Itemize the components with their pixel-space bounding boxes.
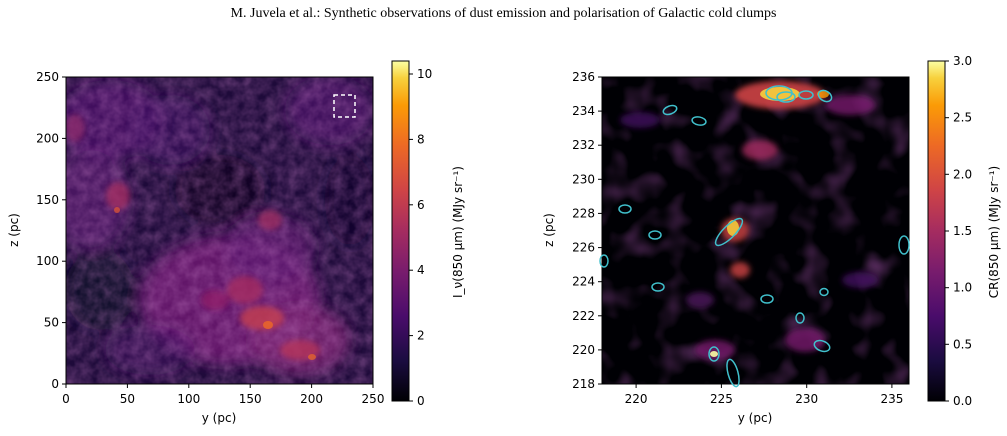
right-y-tick: 226 <box>572 241 595 255</box>
left-map <box>65 76 374 385</box>
right-colorbar-tick: 0.0 <box>953 394 972 408</box>
right-y-tick: 222 <box>572 309 595 323</box>
clump-ellipse <box>618 204 632 214</box>
clump-ellipse <box>708 346 720 362</box>
clump-ellipse <box>898 235 910 255</box>
right-y-tick: 228 <box>572 206 595 220</box>
right-y-tick: 224 <box>572 275 595 289</box>
clump-ellipse <box>648 230 662 240</box>
zoom-region-box <box>333 94 356 118</box>
right-map <box>601 76 910 385</box>
left-colorbar-tick: 0 <box>417 394 425 408</box>
clump-ellipse <box>760 294 774 304</box>
clump-ellipse <box>662 104 678 116</box>
right-y-tick: 230 <box>572 172 595 186</box>
running-title: M. Juvela et al.: Synthetic observations… <box>230 6 777 21</box>
left-y-axis <box>62 76 66 385</box>
right-y-tick: 236 <box>572 70 595 84</box>
right-x-tick: 230 <box>795 392 818 406</box>
clump-ellipse <box>691 116 707 126</box>
left-y-label: z (pc) <box>7 213 21 247</box>
right-colorbar-tick: 1.5 <box>953 224 972 238</box>
left-colorbar <box>391 60 413 402</box>
right-y-tick: 234 <box>572 104 595 118</box>
left-x-axis <box>65 384 374 388</box>
left-colorbar-tick: 8 <box>417 132 425 146</box>
right-colorbar-label: CR(850 μm) (MJy sr⁻¹) <box>987 166 1001 298</box>
right-y-tick: 232 <box>572 138 595 152</box>
left-x-tick: 100 <box>177 392 200 406</box>
right-y-axis <box>598 76 602 385</box>
left-colorbar-tick: 4 <box>417 263 425 277</box>
clump-ellipse <box>817 89 833 103</box>
right-colorbar <box>927 60 949 402</box>
right-colorbar-tick: 2.5 <box>953 111 972 125</box>
right-x-label: y (pc) <box>738 411 773 425</box>
right-colorbar-tick: 3.0 <box>953 54 972 68</box>
right-x-tick: 235 <box>880 392 903 406</box>
left-x-tick: 0 <box>62 392 70 406</box>
clump-ellipse <box>714 217 744 247</box>
right-x-axis <box>635 384 893 388</box>
right-y-label: z (pc) <box>542 213 556 247</box>
left-x-tick: 250 <box>362 392 385 406</box>
clump-ellipse <box>813 339 831 353</box>
right-x-tick: 225 <box>710 392 733 406</box>
right-colorbar-tick: 2.0 <box>953 167 972 181</box>
right-y-tick: 218 <box>572 377 595 391</box>
clump-ellipse <box>726 358 740 388</box>
clump-ellipse <box>651 282 665 292</box>
left-x-tick: 200 <box>300 392 323 406</box>
left-y-tick: 200 <box>36 131 59 145</box>
left-x-label: y (pc) <box>202 411 237 425</box>
left-colorbar-tick: 6 <box>417 198 425 212</box>
clump-ellipse <box>599 254 609 268</box>
right-x-tick: 220 <box>625 392 648 406</box>
clump-ellipse <box>776 91 796 103</box>
clump-ellipse <box>798 90 814 100</box>
left-colorbar-label: I_ν(850 μm) (MJy sr⁻¹) <box>451 166 465 298</box>
clump-ellipses <box>599 85 910 388</box>
left-y-tick: 250 <box>36 70 59 84</box>
left-colorbar-tick: 10 <box>417 67 432 81</box>
left-y-tick: 100 <box>36 254 59 268</box>
left-y-tick: 0 <box>51 377 59 391</box>
right-colorbar-tick: 0.5 <box>953 337 972 351</box>
right-y-tick: 220 <box>572 343 595 357</box>
left-y-tick: 50 <box>44 316 59 330</box>
left-x-tick: 150 <box>239 392 262 406</box>
left-y-tick: 150 <box>36 193 59 207</box>
left-x-tick: 50 <box>120 392 135 406</box>
clump-ellipse <box>795 312 805 324</box>
left-colorbar-tick: 2 <box>417 329 425 343</box>
right-colorbar-tick: 1.0 <box>953 281 972 295</box>
clump-ellipse <box>819 287 829 297</box>
